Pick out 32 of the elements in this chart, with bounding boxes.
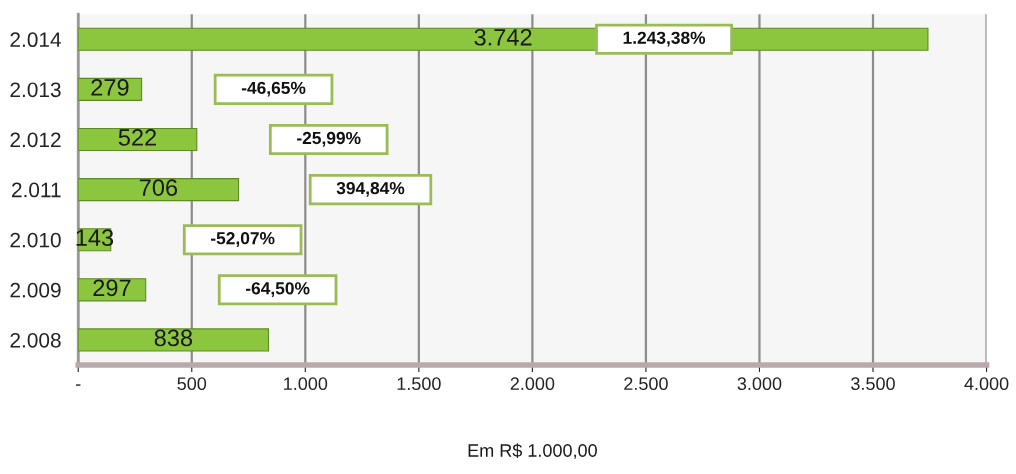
x-tick-label: 2.500 [624,377,668,391]
annotation: -46,65% [241,81,306,97]
data-label: 706 [139,179,178,196]
annotation: 1.243,38% [623,31,706,47]
y-tick-label: 2.012 [10,132,61,148]
y-tick-label: 2.011 [12,182,61,198]
bar [78,127,198,152]
x-tick-label: 3.500 [851,377,895,391]
annotation: 394,84% [336,181,405,197]
x-tick-label: 1.000 [284,377,328,391]
y-tick-label: 2.010 [10,232,61,248]
data-label: 522 [118,129,157,146]
annotation: -64,50% [245,282,310,297]
y-tick-label: 2.008 [10,332,61,348]
x-tick-label: 500 [177,377,207,391]
data-label: 297 [93,279,131,297]
x-tick-label: 3.000 [737,377,782,391]
x-tick-label: 2.000 [510,377,555,391]
x-axis-title: Em R$ 1.000,00 [468,443,597,460]
x-tick-label: 1.500 [397,377,441,391]
data-label: 838 [154,329,193,347]
x-tick-label: 4.000 [964,377,1009,391]
y-tick-label: 2.013 [10,82,61,98]
y-tick-label: 2.014 [10,32,61,48]
data-label: 3.742 [474,28,532,46]
bar [78,328,270,352]
y-tick-label: 2.009 [10,282,61,298]
annotation: -52,07% [211,232,275,247]
x-tick-label: - [76,384,81,386]
annotation: -25,99% [297,131,361,147]
bar [78,178,240,202]
data-label: 279 [91,79,129,96]
